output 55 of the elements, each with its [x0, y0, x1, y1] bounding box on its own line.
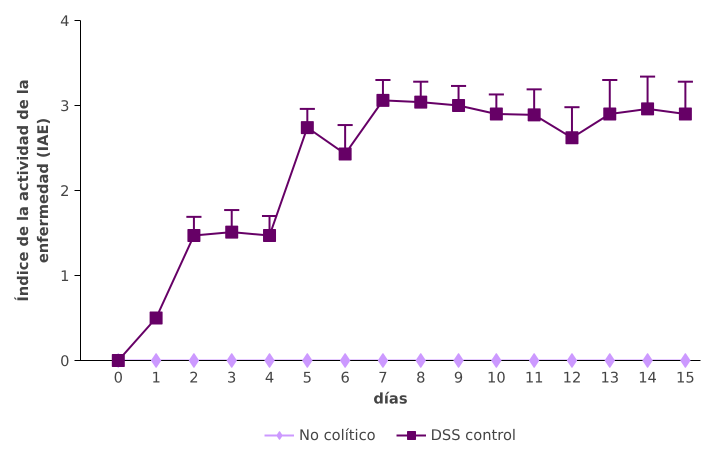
- point: [150, 312, 163, 324]
- x-axis-title: días: [373, 390, 408, 408]
- point: [300, 121, 314, 134]
- x-tick-label: 10: [487, 370, 506, 386]
- x-tick-label: 5: [302, 370, 312, 386]
- point: [642, 353, 653, 368]
- y-tick-label: 1: [60, 268, 70, 285]
- point: [565, 131, 578, 144]
- y-tick-label: 2: [60, 183, 70, 200]
- point: [453, 353, 464, 368]
- point: [641, 102, 654, 116]
- point: [187, 229, 200, 242]
- point: [603, 108, 616, 120]
- x-tick-label: 15: [676, 370, 695, 386]
- x-tick-label: 0: [114, 370, 123, 386]
- point: [414, 96, 428, 109]
- point: [338, 147, 352, 160]
- x-tick-label: 9: [454, 370, 464, 386]
- x-tick-label: 2: [189, 370, 199, 386]
- point: [678, 108, 692, 120]
- x-tick-label: 3: [227, 370, 236, 386]
- x-tick-label: 11: [524, 370, 544, 386]
- point: [225, 226, 238, 239]
- point: [528, 108, 541, 122]
- point: [528, 353, 540, 368]
- point: [416, 353, 426, 368]
- point: [491, 353, 502, 368]
- x-tick-label: 7: [378, 370, 388, 386]
- point: [226, 353, 237, 368]
- point: [264, 353, 275, 368]
- point: [680, 353, 691, 368]
- point: [490, 108, 503, 120]
- x-tick-label: 13: [600, 370, 620, 386]
- x-tick-label: 8: [416, 370, 426, 386]
- legend-label: No colítico: [299, 426, 376, 444]
- y-axis-title: Índice de la actividad de la enfermedad (IAE): [14, 79, 52, 302]
- point: [188, 353, 200, 368]
- x-tick-label: 12: [562, 370, 582, 386]
- y-tick-label: 0: [60, 353, 70, 370]
- point: [452, 99, 466, 112]
- point: [263, 229, 276, 242]
- y-tick-label: 4: [60, 13, 70, 30]
- point: [376, 94, 390, 107]
- x-tick-label: 4: [264, 370, 274, 386]
- point: [340, 353, 350, 368]
- point: [150, 353, 162, 368]
- x-tick-label: 14: [638, 370, 657, 386]
- point: [566, 353, 578, 368]
- point: [378, 353, 388, 368]
- point: [604, 353, 615, 368]
- point: [302, 353, 312, 368]
- x-tick-label: 6: [340, 370, 350, 386]
- x-tick-label: 1: [151, 370, 161, 386]
- y-tick-label: 3: [60, 98, 70, 115]
- legend-label: DSS control: [430, 426, 516, 444]
